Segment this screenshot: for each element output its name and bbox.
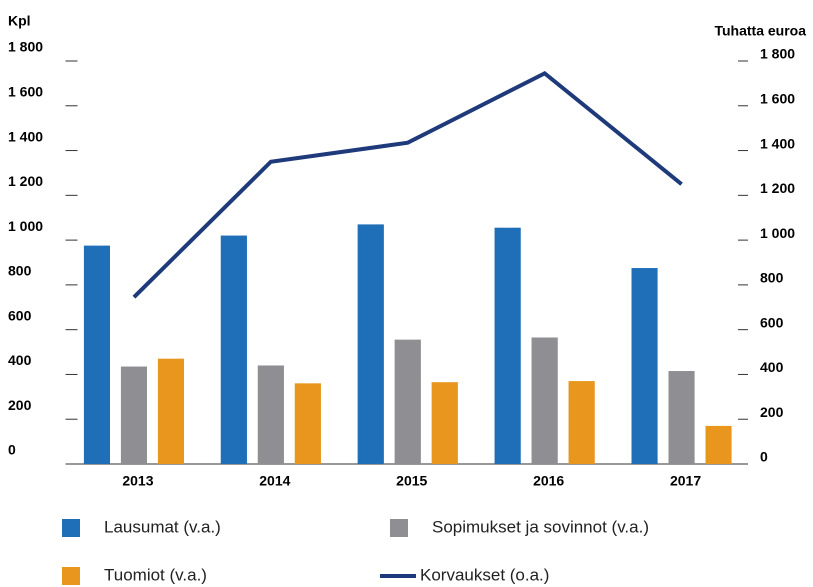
- y2-tick-label: 200: [760, 404, 784, 420]
- y-tick-label: 1 000: [8, 218, 43, 234]
- y-tick-label: 800: [8, 263, 32, 279]
- x-tick-label: 2015: [396, 473, 427, 489]
- legend-swatch: [62, 567, 80, 585]
- y2-tick-label: 0: [760, 449, 768, 465]
- y-tick-label: 1 600: [8, 83, 43, 99]
- y2-tick-label: 400: [760, 359, 784, 375]
- x-tick-label: 2016: [533, 473, 564, 489]
- y-tick-label: 200: [8, 397, 32, 413]
- y-tick-label: 1 200: [8, 173, 43, 189]
- y2-tick-label: 1 600: [760, 90, 795, 106]
- legend-swatch: [62, 519, 80, 537]
- y-tick-label: 600: [8, 307, 32, 323]
- y-tick-label: 1 800: [8, 39, 43, 55]
- y-tick-label: 400: [8, 352, 32, 368]
- y-tick-label: 1 400: [8, 128, 43, 144]
- x-tick-label: 2014: [259, 473, 290, 489]
- legend-label: Sopimukset ja sovinnot (v.a.): [432, 517, 649, 536]
- y2-tick-label: 1 200: [760, 180, 795, 196]
- y2-tick-label: 1 400: [760, 135, 795, 151]
- legend-label: Tuomiot (v.a.): [104, 565, 207, 584]
- x-tick-label: 2013: [122, 473, 153, 489]
- y2-tick-label: 1 800: [760, 46, 795, 62]
- line-series: [132, 70, 683, 299]
- y-tick-label: 0: [8, 442, 16, 458]
- y2-tick-label: 1 000: [760, 225, 795, 241]
- legend-label: Lausumat (v.a.): [104, 517, 221, 536]
- x-tick-label: 2017: [670, 473, 701, 489]
- y2-tick-label: 600: [760, 314, 784, 330]
- y2-axis-title: Tuhatta euroa: [714, 23, 806, 39]
- legend-label: Korvaukset (o.a.): [420, 565, 549, 584]
- y-axis-title: Kpl: [8, 13, 31, 29]
- legend-swatch: [390, 519, 408, 537]
- y2-tick-label: 800: [760, 270, 784, 286]
